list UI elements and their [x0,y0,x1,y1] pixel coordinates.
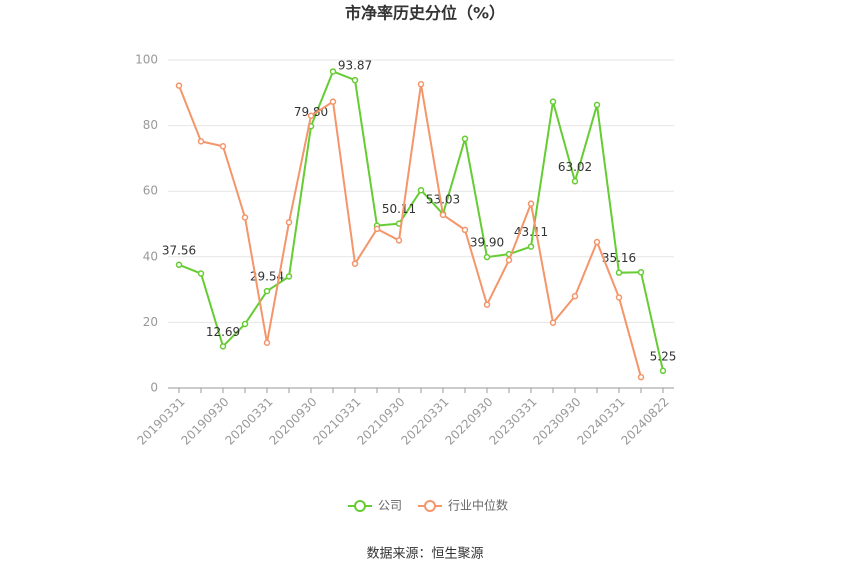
point [549,319,557,326]
point [461,135,469,142]
point [483,301,491,308]
point [241,320,249,328]
point [527,200,535,207]
point [483,253,491,261]
chart-title: 市净率历史分位（%） [345,4,505,23]
y-tick-label: 40 [143,249,158,263]
point [285,273,293,280]
data-label: 12.69 [206,325,240,339]
point [527,243,535,250]
point [615,269,623,276]
point [219,343,227,350]
series-line [178,70,664,371]
y-tick-label: 60 [143,184,158,198]
point [659,367,667,375]
point [549,98,557,105]
point [285,219,293,226]
point [571,178,579,185]
data-label: 37.56 [162,243,196,257]
point [571,292,579,300]
legend-marker [424,500,436,512]
data-label: 50.11 [382,202,416,216]
data-label: 29.54 [250,270,284,284]
point [395,237,403,244]
data-label: 53.03 [426,193,460,207]
y-tick-label: 0 [150,381,158,395]
data-label: 43.11 [514,225,548,239]
series-line [178,84,642,378]
data-label: 35.16 [602,251,636,265]
point [197,270,205,277]
point [593,238,601,246]
data-label: 79.80 [294,105,328,119]
point [417,81,425,88]
x-tick-label: 20240822 [619,395,672,448]
data-label: 5.25 [650,349,677,363]
source: 数据来源：恒生聚源 [366,547,483,562]
point [439,211,447,219]
legend-marker [354,500,366,512]
point [307,112,315,120]
point [219,143,227,150]
point [197,138,205,145]
point [263,287,271,295]
point [241,214,249,221]
point [593,101,601,109]
point [615,294,623,301]
data-label: 63.02 [558,160,592,174]
point [175,261,183,269]
point [175,82,183,89]
y-tick-label: 20 [143,315,158,329]
point [351,76,359,84]
point [461,226,469,234]
point [329,68,337,75]
point [637,373,645,381]
point [263,339,271,346]
legend-label: 行业中位数 [448,498,508,513]
data-label: 39.90 [470,236,504,250]
legend-label: 公司 [378,499,402,513]
point [329,98,337,105]
point [351,260,359,267]
point [505,256,513,264]
point [637,268,645,276]
point [373,225,381,233]
data-label: 93.87 [338,59,372,73]
point [417,186,425,194]
y-tick-label: 100 [135,53,158,67]
y-tick-label: 80 [143,118,158,132]
